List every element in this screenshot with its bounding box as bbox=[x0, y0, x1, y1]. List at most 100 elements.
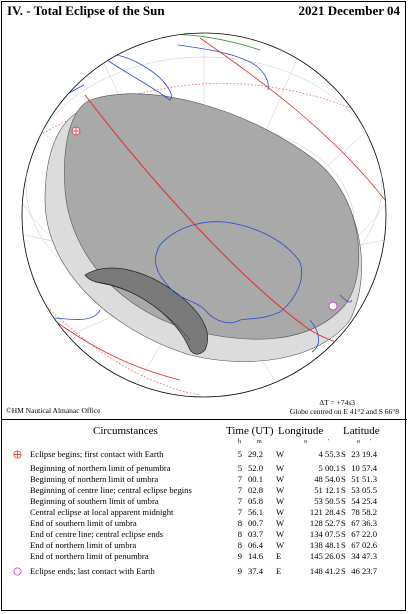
row-longitude: 148 41.2 bbox=[309, 566, 340, 576]
row-lon-direction: W bbox=[276, 474, 285, 484]
unit-minutes: m bbox=[257, 439, 262, 445]
row-latitude: 34 47.3 bbox=[351, 551, 377, 561]
table-row: Beginning of northern limit of penumbra 5… bbox=[0, 463, 409, 474]
row-lat-direction: S bbox=[341, 518, 346, 528]
row-minutes: 56.1 bbox=[247, 507, 263, 517]
row-lat-direction: S bbox=[341, 496, 346, 506]
row-lat-direction: S bbox=[341, 529, 346, 539]
row-minutes: 03.7 bbox=[247, 529, 263, 539]
row-minutes: 00.1 bbox=[247, 474, 263, 484]
row-hours: 7 bbox=[237, 496, 242, 506]
row-minutes: 37.4 bbox=[247, 566, 263, 576]
table-row: End of northern limit of umbra 8 06.4 W 138 … bbox=[0, 540, 409, 551]
row-lon-direction: W bbox=[276, 518, 285, 528]
row-minutes: 05.8 bbox=[247, 496, 263, 506]
row-label: Eclipse ends; last contact with Earth bbox=[30, 566, 155, 576]
row-longitude: 128 52.7 bbox=[309, 518, 340, 528]
row-latitude: 67 36.3 bbox=[351, 518, 377, 528]
row-longitude: 53 50.5 bbox=[314, 496, 340, 506]
eclipse-globe-map bbox=[21, 32, 387, 398]
row-longitude: 4 55.3 bbox=[318, 449, 340, 459]
row-latitude: 67 02.6 bbox=[351, 540, 377, 550]
row-longitude: 121 28.4 bbox=[309, 507, 340, 517]
section-divider bbox=[1, 419, 407, 420]
delta-t-note: ΔT = +74s3 bbox=[319, 398, 355, 407]
row-hours: 7 bbox=[237, 485, 242, 495]
row-label: Beginning of northern limit of penumbra bbox=[30, 463, 171, 473]
row-label: Beginning of northern limit of umbra bbox=[30, 474, 159, 484]
circle-icon bbox=[13, 567, 22, 576]
table-row: Beginning of centre line; central eclips… bbox=[0, 485, 409, 496]
row-longitude: 138 48.1 bbox=[309, 540, 340, 550]
page-title: IV. - Total Eclipse of the Sun bbox=[7, 3, 165, 18]
tropic-line-south bbox=[39, 299, 201, 396]
circled-plus-icon bbox=[13, 450, 22, 459]
row-latitude: 23 19.4 bbox=[351, 449, 377, 459]
row-lon-direction: W bbox=[276, 463, 285, 473]
unit-lon-min: ' bbox=[328, 439, 330, 445]
row-label: End of centre line; central eclipse ends bbox=[30, 529, 164, 539]
row-hours: 7 bbox=[237, 507, 242, 517]
row-latitude: 46 23.7 bbox=[351, 566, 377, 576]
row-longitude: 48 54.0 bbox=[314, 474, 340, 484]
row-lat-direction: S bbox=[341, 474, 346, 484]
row-hours: 9 bbox=[237, 551, 242, 561]
row-latitude: 53 05.5 bbox=[351, 485, 377, 495]
last-contact-marker bbox=[328, 301, 338, 311]
row-lat-direction: S bbox=[341, 507, 346, 517]
row-hours: 9 bbox=[237, 566, 242, 576]
unit-hours: h bbox=[238, 439, 241, 445]
row-lon-direction: W bbox=[276, 485, 285, 495]
row-label: Eclipse begins; first contact with Earth bbox=[30, 449, 164, 459]
row-lon-direction: W bbox=[276, 507, 285, 517]
row-minutes: 14.6 bbox=[247, 551, 263, 561]
eclipse-date: 2021 December 04 bbox=[298, 3, 400, 18]
row-minutes: 52.0 bbox=[247, 463, 263, 473]
row-longitude: 51 12.1 bbox=[314, 485, 340, 495]
circumstances-header: Circumstances bbox=[93, 425, 158, 437]
row-longitude: 145 26.0 bbox=[309, 551, 340, 561]
row-label: Beginning of southern limit of umbra bbox=[30, 496, 159, 506]
unit-lat-deg: o bbox=[357, 439, 360, 445]
row-longitude: 134 07.5 bbox=[309, 529, 340, 539]
table-row: Eclipse begins; first contact with Earth… bbox=[0, 449, 409, 460]
row-hours: 8 bbox=[237, 518, 242, 528]
row-latitude: 10 57.4 bbox=[351, 463, 377, 473]
row-lat-direction: S bbox=[341, 540, 346, 550]
row-label: End of northern limit of penumbra bbox=[30, 551, 149, 561]
row-lon-direction: E bbox=[276, 566, 282, 576]
globe-centre-note: Globe centred on E 41°2 and S 66°8 bbox=[289, 407, 399, 416]
first-contact-marker bbox=[71, 126, 81, 136]
row-hours: 5 bbox=[237, 463, 242, 473]
table-row: Beginning of southern limit of umbra 7 05.… bbox=[0, 496, 409, 507]
row-label: End of southern limit of umbra bbox=[30, 518, 137, 528]
row-latitude: 54 25.4 bbox=[351, 496, 377, 506]
row-hours: 5 bbox=[237, 449, 242, 459]
table-row: Eclipse ends; last contact with Earth 9 37… bbox=[0, 566, 409, 577]
copyright-note: ©HM Nautical Almanac Office bbox=[6, 406, 101, 415]
time-header: Time (UT) bbox=[226, 425, 274, 437]
row-label: Beginning of centre line; central eclips… bbox=[30, 485, 192, 495]
row-minutes: 02.8 bbox=[247, 485, 263, 495]
table-row: Central eclipse at local apparent midnig… bbox=[0, 507, 409, 518]
unit-lon-deg: o bbox=[304, 439, 307, 445]
row-lat-direction: S bbox=[341, 463, 346, 473]
row-lon-direction: E bbox=[276, 551, 282, 561]
row-lon-direction: W bbox=[276, 449, 285, 459]
table-row: End of northern limit of penumbra 9 14.6 E 1… bbox=[0, 551, 409, 562]
longitude-header: Longitude bbox=[278, 425, 324, 437]
table-row: End of southern limit of umbra 8 00.7 W 128 … bbox=[0, 518, 409, 529]
row-minutes: 00.7 bbox=[247, 518, 263, 528]
row-longitude: 5 00.1 bbox=[318, 463, 340, 473]
row-label: Central eclipse at local apparent midnig… bbox=[30, 507, 174, 517]
row-latitude: 67 22.0 bbox=[351, 529, 377, 539]
latitude-header: Latitude bbox=[343, 425, 380, 437]
table-row: End of centre line; central eclipse ends… bbox=[0, 529, 409, 540]
row-hours: 8 bbox=[237, 540, 242, 550]
terminator-curve-north bbox=[199, 37, 386, 201]
row-latitude: 51 51.3 bbox=[351, 474, 377, 484]
row-lat-direction: S bbox=[341, 485, 346, 495]
umbra-path bbox=[84, 267, 208, 355]
row-hours: 7 bbox=[237, 474, 242, 484]
row-lat-direction: S bbox=[341, 551, 346, 561]
